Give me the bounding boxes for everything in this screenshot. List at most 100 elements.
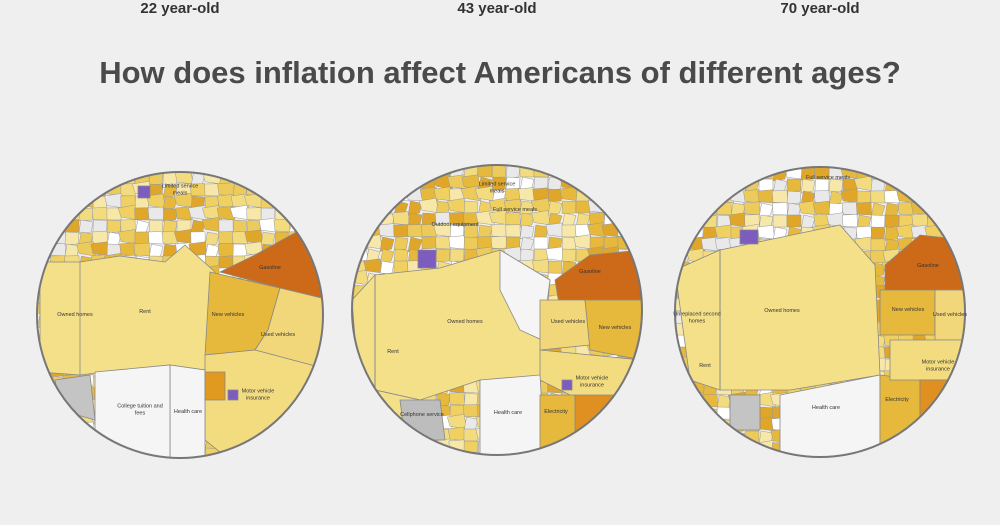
cell bbox=[106, 447, 122, 458]
cell-label: Cellphone service bbox=[400, 411, 444, 418]
cell bbox=[574, 175, 592, 190]
cell bbox=[884, 214, 900, 228]
cell bbox=[589, 452, 605, 455]
cell bbox=[954, 214, 965, 228]
cell bbox=[463, 404, 479, 418]
cell bbox=[519, 452, 535, 455]
cell bbox=[47, 432, 69, 449]
region bbox=[919, 379, 965, 421]
cell bbox=[896, 452, 916, 457]
cell bbox=[631, 404, 642, 420]
cell bbox=[316, 423, 323, 437]
cell bbox=[352, 212, 367, 226]
cell bbox=[379, 416, 395, 430]
cell bbox=[614, 425, 636, 442]
cell bbox=[533, 452, 549, 455]
cell bbox=[631, 224, 642, 238]
cell bbox=[800, 178, 816, 194]
cell bbox=[302, 387, 318, 404]
cell bbox=[315, 398, 323, 413]
cell-label: Used vehicles bbox=[932, 311, 968, 318]
cell bbox=[300, 397, 320, 413]
cell bbox=[393, 176, 409, 191]
cell bbox=[274, 435, 290, 451]
cell bbox=[547, 188, 563, 202]
cell bbox=[786, 214, 802, 228]
cell bbox=[63, 194, 81, 209]
cell bbox=[519, 212, 535, 228]
region bbox=[729, 394, 761, 431]
cell-label: Outdoor equipment bbox=[431, 221, 479, 228]
cell-label: Owned homes bbox=[57, 311, 93, 318]
cell bbox=[421, 236, 437, 250]
cell bbox=[533, 236, 549, 250]
cell bbox=[854, 452, 874, 457]
cell bbox=[50, 195, 66, 210]
cell bbox=[702, 202, 718, 216]
cell bbox=[393, 428, 409, 442]
cell bbox=[37, 194, 53, 209]
cell-label: Used vehicles bbox=[260, 331, 296, 338]
cell bbox=[744, 442, 760, 457]
region bbox=[499, 249, 551, 341]
cell bbox=[217, 182, 235, 197]
cell bbox=[882, 440, 902, 456]
cell bbox=[449, 248, 465, 262]
cell bbox=[786, 190, 802, 205]
cell bbox=[841, 201, 859, 216]
cell bbox=[716, 430, 732, 446]
cell bbox=[856, 202, 872, 216]
cell bbox=[573, 234, 593, 250]
cell bbox=[274, 172, 290, 185]
cell bbox=[363, 258, 383, 274]
cell bbox=[364, 439, 382, 454]
cell bbox=[617, 165, 633, 180]
cell bbox=[175, 206, 193, 221]
cell bbox=[898, 178, 914, 192]
cell-label: Limited service meals bbox=[161, 183, 199, 197]
cell bbox=[828, 190, 844, 207]
cell bbox=[561, 165, 577, 178]
cell bbox=[601, 426, 621, 442]
cell bbox=[939, 167, 957, 180]
cell bbox=[78, 183, 94, 197]
cell bbox=[519, 224, 535, 240]
cell bbox=[37, 387, 52, 402]
cell bbox=[106, 231, 122, 247]
cell bbox=[812, 200, 832, 216]
region bbox=[479, 374, 546, 455]
cell bbox=[714, 440, 734, 456]
cell bbox=[379, 452, 395, 455]
cell bbox=[352, 451, 368, 455]
cell bbox=[37, 230, 53, 245]
cell bbox=[629, 210, 642, 226]
cell bbox=[939, 441, 957, 456]
cell bbox=[675, 167, 692, 180]
cell bbox=[687, 189, 705, 204]
cell bbox=[365, 416, 381, 430]
cell bbox=[743, 189, 761, 204]
cell bbox=[421, 452, 437, 455]
cell bbox=[771, 453, 789, 457]
cell bbox=[352, 185, 370, 202]
cell bbox=[274, 195, 290, 211]
cell bbox=[675, 200, 692, 216]
cell bbox=[954, 190, 965, 204]
cell-label: College tuition and fees bbox=[117, 403, 163, 417]
cell bbox=[352, 368, 367, 385]
cell bbox=[758, 178, 774, 192]
cell bbox=[447, 426, 467, 442]
cell bbox=[545, 246, 565, 262]
cell bbox=[393, 440, 409, 454]
cell bbox=[463, 236, 479, 250]
cell bbox=[713, 451, 735, 457]
cell bbox=[393, 248, 409, 263]
cell bbox=[771, 189, 789, 204]
cell-label: Gasoline bbox=[259, 264, 281, 271]
cell bbox=[912, 430, 928, 445]
cell bbox=[302, 183, 318, 197]
cell bbox=[870, 214, 886, 228]
cell bbox=[616, 439, 634, 454]
cell bbox=[912, 178, 928, 194]
